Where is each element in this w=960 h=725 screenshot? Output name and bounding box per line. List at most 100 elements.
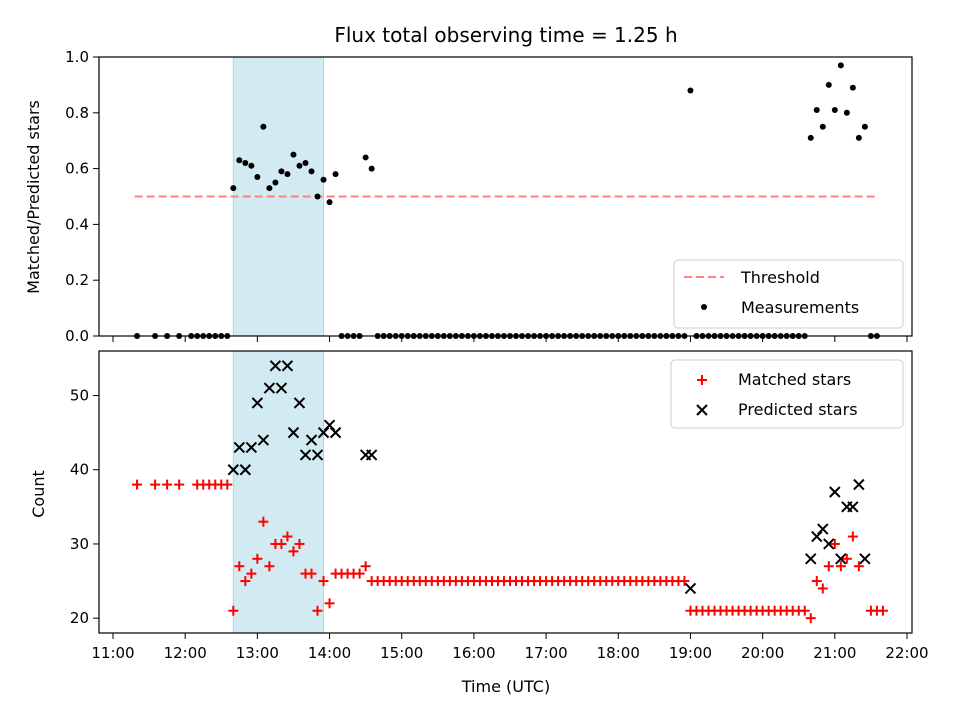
matched-point-26: [324, 598, 335, 609]
matched-point-15: [258, 516, 269, 527]
predicted-point-6: [263, 382, 276, 394]
predicted-point-3-b: [245, 441, 258, 454]
matched-point-108: [877, 605, 888, 616]
x-tick-label-1: 12:00: [164, 644, 207, 662]
matched-point-31: [354, 568, 365, 579]
x-tick-label-11: 22:00: [885, 644, 928, 662]
measurement-point-12: [302, 160, 309, 167]
x-tick-label-4: 15:00: [380, 644, 423, 662]
measurement-point-13: [308, 168, 315, 175]
predicted-point-20-b: [684, 582, 697, 595]
legend-matched-swatch: [697, 375, 707, 385]
y-tick-label-0-4: 0.8: [65, 104, 89, 122]
measurement-point-18: [362, 154, 369, 161]
measurement-point-30: [861, 123, 868, 130]
predicted-point-17-b: [329, 426, 342, 439]
predicted-point-1-b: [233, 441, 246, 454]
y-tick-label-0-3: 0.6: [65, 160, 89, 178]
matched-point-32: [360, 561, 371, 572]
matched-point-12: [240, 576, 251, 587]
predicted-point-8: [275, 382, 288, 394]
y-tick-label-0-5: 1.0: [65, 48, 89, 66]
measurement-point-3: [248, 162, 255, 169]
y-tick-label-0-2: 0.4: [65, 215, 89, 233]
predicted-point-7-b: [269, 360, 282, 372]
y-tick-label-1-2: 40: [70, 461, 89, 479]
measurement-point-28: [849, 84, 856, 91]
measurement-point-1: [236, 157, 243, 164]
predicted-point-13: [305, 434, 318, 446]
predicted-point-4: [251, 397, 264, 409]
matched-point-105: [799, 605, 810, 616]
legend-predicted-swatch-b: [696, 404, 708, 416]
predicted-point-20: [684, 582, 697, 595]
measurement-point-9: [284, 171, 291, 178]
measurement-point-14: [314, 193, 321, 200]
predicted-point-0-b: [227, 464, 240, 476]
predicted-point-23-b: [817, 523, 829, 535]
predicted-point-13-b: [305, 434, 318, 446]
matched-point-18: [276, 538, 287, 549]
x-axis-label: Time (UTC): [461, 677, 550, 696]
matched-point-3: [174, 479, 185, 490]
matched-point-16: [264, 561, 275, 572]
matched-point-10: [228, 605, 239, 616]
predicted-point-19-b: [365, 449, 378, 461]
measurement-point-17: [332, 171, 339, 178]
predicted-point-10-b: [287, 426, 300, 439]
legend-bottom: [670, 359, 904, 429]
measurement-point-22: [813, 107, 820, 114]
predicted-point-2: [239, 464, 252, 476]
measurement-point-15: [320, 176, 327, 183]
y-axis-label-top: Matched/Predicted stars: [24, 100, 43, 294]
x-tick-label-10: 21:00: [813, 644, 856, 662]
predicted-point-30-b: [859, 553, 871, 565]
predicted-point-24: [823, 538, 835, 550]
x-tick-label-5: 16:00: [452, 644, 495, 662]
predicted-point-9-b: [281, 360, 294, 372]
measurement-point-26: [837, 62, 844, 69]
measurement-point-16: [326, 199, 333, 206]
measurement-point-10: [290, 151, 297, 158]
predicted-point-11: [293, 397, 306, 409]
measurement-point-27: [843, 109, 850, 116]
predicted-point-25: [829, 486, 841, 498]
predicted-point-17: [329, 426, 342, 439]
measurement-point-23: [819, 123, 826, 130]
predicted-point-29: [853, 478, 865, 491]
axes-frame-1: [98, 350, 913, 634]
predicted-point-19: [365, 449, 378, 461]
predicted-point-10: [287, 426, 300, 439]
shaded-region-1: [232, 350, 325, 634]
y-tick-label-0-1: 0.2: [65, 271, 89, 289]
predicted-point-28-b: [847, 501, 859, 513]
matched-point-113: [829, 538, 840, 549]
predicted-point-5-b: [257, 434, 270, 446]
predicted-point-0: [227, 464, 240, 476]
measurement-point-0: [230, 185, 237, 192]
predicted-point-5: [257, 434, 270, 446]
measurement-point-7: [272, 179, 279, 186]
x-tick-label-9: 20:00: [741, 644, 784, 662]
matched-point-1: [150, 479, 161, 490]
axes-frame-0: [98, 56, 913, 337]
y-tick-label-1-1: 30: [70, 535, 89, 553]
measurement-point-21: [807, 134, 814, 141]
matched-point-111: [817, 583, 828, 594]
matched-point-19: [282, 531, 293, 542]
matched-point-112: [823, 561, 834, 572]
predicted-point-24-b: [823, 538, 835, 550]
measurement-point-20: [687, 87, 694, 94]
predicted-point-26-b: [835, 553, 847, 565]
plot-layer: 0.0 0.2 0.4 0.6 0.8 1.0 20 30 40 50 11:00 12:00 13:0…: [65, 48, 928, 662]
legend-measurements-label: Measurements: [741, 298, 859, 317]
predicted-point-3: [245, 441, 258, 454]
matched-point-24: [312, 605, 323, 616]
legend-matched-label: Matched stars: [738, 370, 851, 389]
y-tick-label-0-0: 0.0: [65, 327, 89, 345]
legend-predicted-label: Predicted stars: [738, 400, 858, 419]
predicted-point-21-b: [805, 553, 817, 565]
y-tick-label-1-0: 20: [70, 609, 89, 627]
predicted-point-16-b: [323, 419, 336, 431]
matched-point-0: [132, 479, 143, 490]
